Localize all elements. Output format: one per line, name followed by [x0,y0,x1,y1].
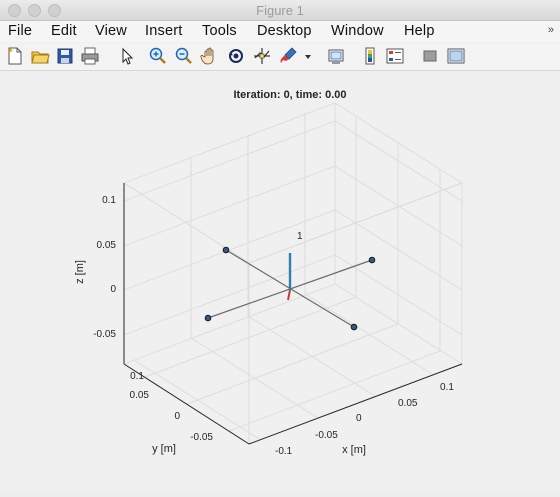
show-plot-tools-icon[interactable] [446,46,466,66]
save-icon[interactable] [55,46,75,66]
z-tick: 0.1 [102,195,116,206]
pointer-icon[interactable] [117,46,137,66]
z-axis-label: z [m] [74,260,86,284]
link-plot-icon[interactable] [326,46,346,66]
figure-toolbar [0,43,560,71]
x-tick: 0 [356,413,362,424]
z-tick-labels: 0.1 0.05 0 -0.05 [93,195,116,340]
menu-tools[interactable]: Tools [202,23,237,39]
motor-marker [369,257,375,263]
body-annotation: 1 [297,231,303,242]
insert-colorbar-icon[interactable] [360,46,380,66]
x-tick: 0.05 [398,398,418,409]
menu-insert[interactable]: Insert [145,23,182,39]
axes-3d[interactable]: 0.1 0.05 0 -0.05 0.1 0.05 0 -0.05 -0.1 -… [0,71,560,492]
menu-help[interactable]: Help [404,23,435,39]
figure-canvas: 0.1 0.05 0 -0.05 0.1 0.05 0 -0.05 -0.1 -… [0,71,560,492]
brush-icon[interactable] [278,46,298,66]
data-cursor-icon[interactable] [252,46,272,66]
motor-marker [223,247,229,253]
y-axis-label: y [m] [152,443,176,455]
rotate-3d-icon[interactable] [226,46,246,66]
window-title: Figure 1 [0,3,560,18]
menu-overflow-icon[interactable]: » [548,24,554,36]
x-axis-line [249,364,462,444]
menu-file[interactable]: File [8,23,32,39]
grid-z-lines [124,121,462,335]
brush-dropdown-icon[interactable] [302,46,314,66]
grid-wall-verticals [191,113,440,351]
menu-edit[interactable]: Edit [51,23,77,39]
new-figure-icon[interactable] [5,46,25,66]
plot-title: Iteration: 0, time: 0.00 [233,89,346,101]
motor-marker [205,315,211,321]
grid-floor-y-lines [145,297,440,431]
z-tick: 0.05 [97,240,117,251]
x-tick: -0.1 [275,446,293,457]
zoom-in-icon[interactable] [148,46,168,66]
grid-top-face [124,103,462,263]
body-x-axis [288,290,290,300]
menu-window[interactable]: Window [331,23,384,39]
pan-hand-icon[interactable] [200,46,220,66]
y-tick: 0.1 [130,371,144,382]
x-tick: 0.1 [440,382,454,393]
print-icon[interactable] [80,46,100,66]
y-tick-labels: 0.1 0.05 0 -0.05 [130,371,214,443]
axes-grid [124,103,462,444]
zoom-out-icon[interactable] [174,46,194,66]
motor-marker [351,324,357,330]
x-tick: -0.05 [315,430,338,441]
y-tick: 0.05 [130,390,150,401]
grid-floor-back [124,284,462,364]
hide-plot-tools-icon[interactable] [420,46,440,66]
menu-view[interactable]: View [95,23,127,39]
z-tick: -0.05 [93,329,116,340]
open-file-icon[interactable] [30,46,50,66]
menu-desktop[interactable]: Desktop [257,23,312,39]
title-bar: Figure 1 [0,0,560,21]
insert-legend-icon[interactable] [385,46,405,66]
y-tick: -0.05 [190,432,213,443]
y-tick: 0 [174,411,180,422]
x-axis-label: x [m] [342,444,366,456]
menu-bar: File Edit View Insert Tools Desktop Wind… [0,21,560,42]
z-tick: 0 [110,284,116,295]
